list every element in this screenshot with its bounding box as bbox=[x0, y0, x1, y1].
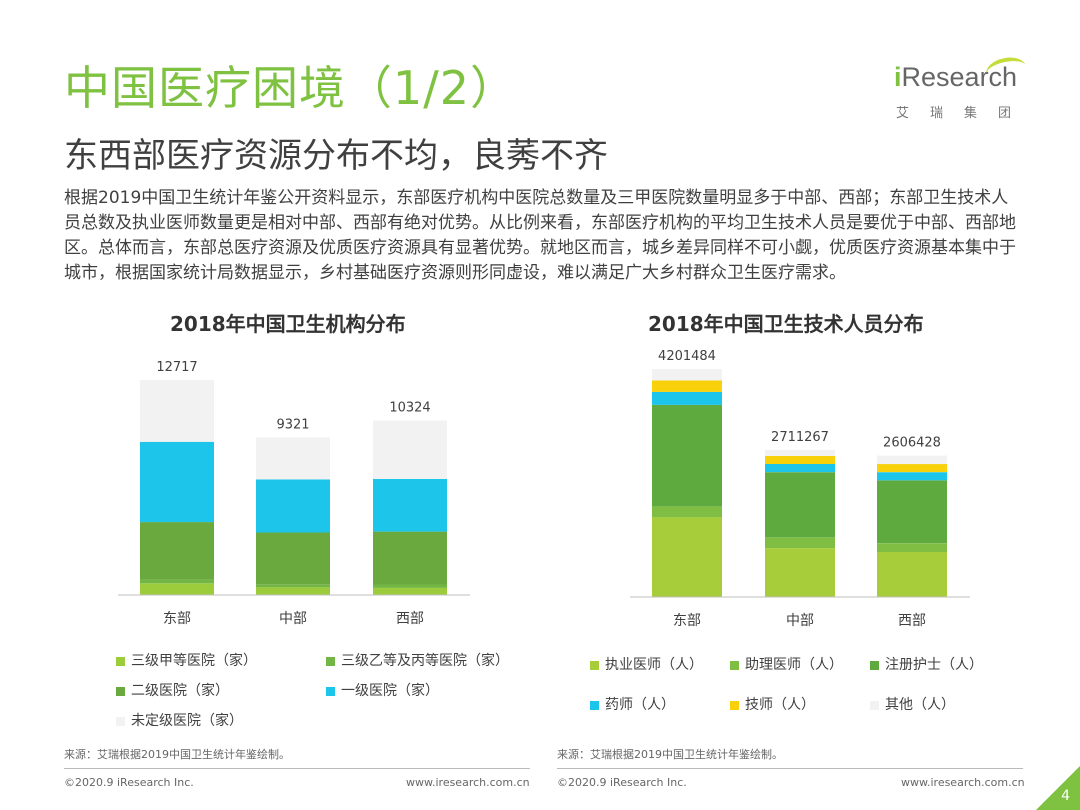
institutions-bar-segment bbox=[373, 587, 447, 595]
institutions-total-label: 10324 bbox=[389, 401, 430, 416]
legend-swatch bbox=[116, 716, 125, 726]
page-subtitle: 东西部医疗资源分布不均，良莠不齐 bbox=[64, 136, 608, 176]
legend-item: 注册护士（人） bbox=[870, 654, 983, 674]
footer-divider-left bbox=[64, 768, 530, 769]
personnel-bar-segment bbox=[877, 472, 947, 481]
personnel-total-label: 2606428 bbox=[883, 436, 941, 451]
institutions-bar-segment bbox=[140, 522, 214, 580]
personnel-bar-segment bbox=[765, 472, 835, 538]
personnel-category-label: 中部 bbox=[786, 613, 814, 629]
personnel-bar-segment bbox=[652, 380, 722, 392]
institutions-category-label: 东部 bbox=[163, 611, 191, 627]
footer-website-right: www.iresearch.com.cn bbox=[901, 776, 1025, 789]
personnel-bar-segment bbox=[877, 464, 947, 473]
personnel-bar-segment bbox=[652, 369, 722, 381]
page-number: 4 bbox=[1061, 788, 1070, 804]
legend-item: 一级医院（家） bbox=[326, 680, 439, 700]
legend-item: 药师（人） bbox=[590, 694, 675, 714]
legend-item: 其他（人） bbox=[870, 694, 955, 714]
logo-wordmark: iResearch bbox=[894, 62, 1018, 92]
personnel-bar-segment bbox=[877, 543, 947, 552]
footer-website-left: www.iresearch.com.cn bbox=[406, 776, 530, 789]
personnel-category-label: 西部 bbox=[898, 613, 926, 629]
legend-swatch bbox=[116, 656, 125, 666]
personnel-bar-segment bbox=[765, 449, 835, 456]
footer-copyright-right: ©2020.9 iResearch Inc. bbox=[557, 776, 687, 789]
institutions-bar-segment bbox=[256, 437, 330, 480]
legend-swatch bbox=[870, 700, 879, 710]
personnel-bar-segment bbox=[877, 455, 947, 465]
personnel-bar-segment bbox=[652, 404, 722, 507]
legend-swatch bbox=[326, 686, 335, 696]
legend-item: 二级医院（家） bbox=[116, 680, 229, 700]
legend-item: 执业医师（人） bbox=[590, 654, 703, 674]
legend-swatch bbox=[326, 656, 335, 666]
institutions-bar-segment bbox=[140, 380, 214, 442]
legend-swatch bbox=[730, 660, 739, 670]
logo-chinese-name: 艾瑞集团 bbox=[896, 106, 1033, 121]
personnel-chart: 4201484 东部 2711267 中部 2606428 西部 bbox=[630, 349, 970, 629]
institutions-category-label: 西部 bbox=[396, 611, 424, 627]
source-note-left: 来源：艾瑞根据2019中国卫生统计年鉴绘制。 bbox=[64, 748, 290, 761]
iresearch-logo: iResearch 艾瑞集团 bbox=[890, 54, 1040, 128]
institutions-bar-segment bbox=[256, 532, 330, 585]
footer-copyright-left: ©2020.9 iResearch Inc. bbox=[64, 776, 194, 789]
institutions-bar-segment bbox=[256, 584, 330, 588]
institutions-bar-segment bbox=[256, 479, 330, 533]
personnel-bar-segment bbox=[765, 548, 835, 597]
personnel-bar-segment bbox=[877, 480, 947, 544]
legend-item: 三级甲等医院（家） bbox=[116, 650, 257, 670]
legend-swatch bbox=[730, 700, 739, 710]
institutions-bar-segment bbox=[256, 587, 330, 595]
institutions-bar-segment bbox=[373, 531, 447, 585]
chart-title-personnel: 2018年中国卫生技术人员分布 bbox=[648, 312, 924, 336]
personnel-total-label: 4201484 bbox=[658, 349, 716, 364]
institutions-bar-segment bbox=[140, 579, 214, 584]
page-title: 中国医疗困境（1/2） bbox=[64, 61, 518, 115]
institutions-total-label: 9321 bbox=[276, 417, 309, 432]
institutions-bar-segment bbox=[140, 441, 214, 523]
footer-divider-right bbox=[557, 768, 1023, 769]
legend-item: 三级乙等及丙等医院（家） bbox=[326, 650, 509, 670]
personnel-bar-segment bbox=[765, 455, 835, 464]
institutions-bar-segment bbox=[373, 478, 447, 532]
intro-paragraph: 根据2019中国卫生统计年鉴公开资料显示，东部医疗机构中医院总数量及三甲医院数量… bbox=[64, 188, 1016, 283]
institutions-chart: 12717 东部 9321 中部 10324 西部 bbox=[118, 360, 470, 627]
page-number-badge: 4 bbox=[1036, 766, 1080, 810]
institutions-category-label: 中部 bbox=[279, 611, 307, 627]
institutions-bar-segment bbox=[140, 583, 214, 595]
legend-item: 未定级医院（家） bbox=[116, 710, 243, 730]
institutions-total-label: 12717 bbox=[156, 360, 197, 375]
institutions-bar-segment bbox=[373, 584, 447, 588]
personnel-bar-segment bbox=[877, 552, 947, 597]
institutions-bar-segment bbox=[373, 420, 447, 479]
personnel-bar-segment bbox=[765, 464, 835, 473]
personnel-category-label: 东部 bbox=[673, 613, 701, 629]
legend-item: 助理医师（人） bbox=[730, 654, 843, 674]
personnel-bar-segment bbox=[652, 517, 722, 597]
personnel-bar-segment bbox=[652, 391, 722, 405]
legend-swatch bbox=[590, 700, 599, 710]
legend-swatch bbox=[116, 686, 125, 696]
personnel-bar-segment bbox=[652, 506, 722, 518]
page-corner-triangle bbox=[1036, 766, 1080, 810]
legend-swatch bbox=[870, 660, 879, 670]
personnel-bar-segment bbox=[765, 537, 835, 549]
chart-title-institutions: 2018年中国卫生机构分布 bbox=[170, 312, 406, 336]
legend-swatch bbox=[590, 660, 599, 670]
legend-item: 技师（人） bbox=[730, 694, 815, 714]
personnel-total-label: 2711267 bbox=[771, 430, 829, 445]
source-note-right: 来源：艾瑞根据2019中国卫生统计年鉴绘制。 bbox=[557, 748, 783, 761]
